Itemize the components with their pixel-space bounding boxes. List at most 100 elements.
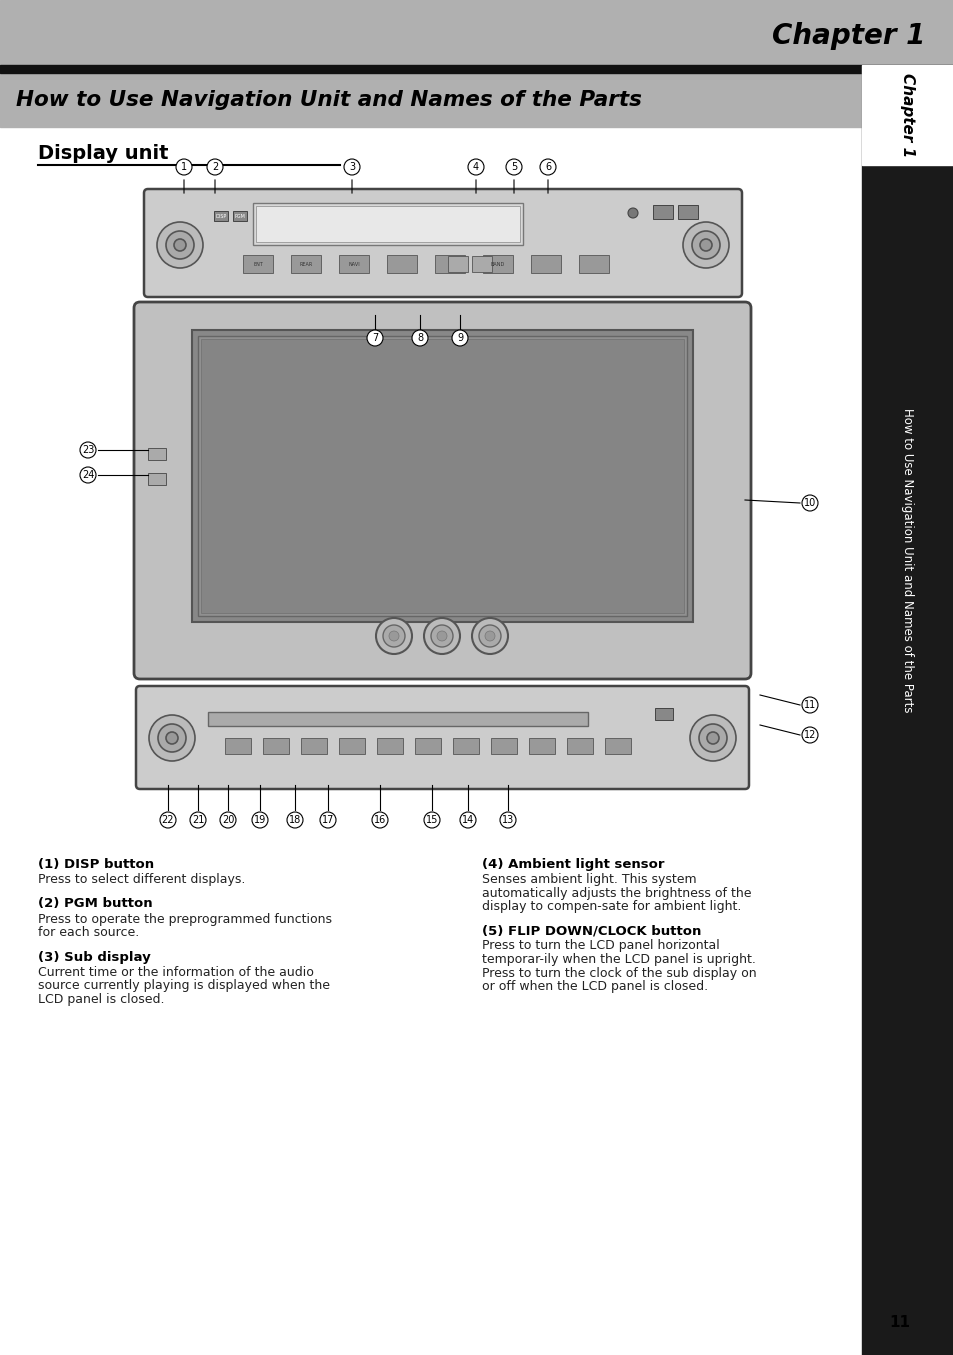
Circle shape [423, 812, 439, 828]
Text: 4: 4 [473, 163, 478, 172]
Text: (5) FLIP DOWN/CLOCK button: (5) FLIP DOWN/CLOCK button [481, 924, 700, 938]
Text: 1: 1 [181, 163, 187, 172]
Circle shape [499, 812, 516, 828]
Text: (1) DISP button: (1) DISP button [38, 858, 154, 871]
Bar [201, 339, 683, 612]
Text: source currently playing is displayed when the: source currently playing is displayed wh… [38, 980, 330, 992]
Text: or off when the LCD panel is closed.: or off when the LCD panel is closed. [481, 980, 707, 993]
Text: Press to operate the preprogrammed functions: Press to operate the preprogrammed funct… [38, 912, 332, 925]
Bar [448, 256, 468, 272]
Bar [376, 738, 402, 753]
Circle shape [700, 238, 711, 251]
Circle shape [801, 495, 817, 511]
Bar [678, 205, 698, 220]
Circle shape [389, 631, 398, 641]
Bar [387, 255, 416, 272]
Text: 23: 23 [82, 444, 94, 455]
Circle shape [484, 631, 495, 641]
Bar [338, 255, 369, 272]
FancyBboxPatch shape [144, 188, 741, 297]
Circle shape [691, 230, 720, 259]
FancyBboxPatch shape [136, 686, 748, 789]
Circle shape [682, 222, 728, 268]
Bar [338, 738, 365, 753]
Text: Senses ambient light. This system: Senses ambient light. This system [481, 873, 696, 886]
Circle shape [505, 159, 521, 175]
Text: 10: 10 [803, 499, 815, 508]
Bar [604, 738, 630, 753]
Circle shape [431, 625, 453, 646]
Text: (4) Ambient light sensor: (4) Ambient light sensor [481, 858, 664, 871]
Text: 5: 5 [511, 163, 517, 172]
Bar [862, 65, 953, 165]
Circle shape [166, 230, 193, 259]
Circle shape [160, 812, 175, 828]
Text: temporar-ily when the LCD panel is upright.: temporar-ily when the LCD panel is uprig… [481, 953, 755, 966]
Text: 16: 16 [374, 814, 386, 825]
Circle shape [375, 618, 412, 654]
Text: BAND: BAND [491, 262, 504, 267]
Bar [453, 738, 478, 753]
Bar [208, 711, 587, 726]
Circle shape [220, 812, 235, 828]
Bar [243, 255, 273, 272]
Bar [415, 738, 440, 753]
Circle shape [459, 812, 476, 828]
Circle shape [801, 696, 817, 713]
Text: How to Use Navigation Unit and Names of the Parts: How to Use Navigation Unit and Names of … [901, 408, 914, 713]
Text: 14: 14 [461, 814, 474, 825]
Text: ENT: ENT [253, 262, 263, 267]
Text: 12: 12 [803, 730, 816, 740]
Circle shape [689, 715, 735, 762]
Bar [0, 0, 953, 65]
Bar [531, 255, 560, 272]
Circle shape [157, 222, 203, 268]
Circle shape [166, 732, 178, 744]
Text: Display unit: Display unit [38, 144, 169, 163]
Circle shape [190, 812, 206, 828]
Text: LCD panel is closed.: LCD panel is closed. [38, 992, 164, 1005]
Bar [472, 256, 492, 272]
Text: 24: 24 [82, 470, 94, 480]
Text: Press to select different displays.: Press to select different displays. [38, 873, 245, 886]
Circle shape [706, 732, 719, 744]
Text: NAVI: NAVI [348, 262, 359, 267]
Bar [862, 65, 953, 1355]
Circle shape [423, 618, 459, 654]
Bar [225, 738, 251, 753]
Circle shape [472, 618, 507, 654]
Bar [652, 205, 672, 220]
Text: 20: 20 [222, 814, 233, 825]
Text: 13: 13 [501, 814, 514, 825]
Text: for each source.: for each source. [38, 925, 139, 939]
Circle shape [412, 331, 428, 346]
Circle shape [319, 812, 335, 828]
Text: PGM: PGM [234, 214, 245, 218]
Circle shape [539, 159, 556, 175]
Text: automatically adjusts the brightness of the: automatically adjusts the brightness of … [481, 886, 751, 900]
Text: (3) Sub display: (3) Sub display [38, 950, 151, 963]
Circle shape [287, 812, 303, 828]
Bar [578, 255, 608, 272]
Circle shape [436, 631, 447, 641]
Bar [213, 211, 228, 221]
Text: Current time or the information of the audio: Current time or the information of the a… [38, 966, 314, 978]
Text: Chapter 1: Chapter 1 [771, 22, 924, 50]
Circle shape [627, 209, 638, 218]
Circle shape [149, 715, 194, 762]
Text: Press to turn the LCD panel horizontal: Press to turn the LCD panel horizontal [481, 939, 719, 953]
Text: 21: 21 [192, 814, 204, 825]
Text: display to compen-sate for ambient light.: display to compen-sate for ambient light… [481, 900, 740, 913]
Bar [301, 738, 327, 753]
Circle shape [207, 159, 223, 175]
Text: 9: 9 [456, 333, 462, 343]
Text: 2: 2 [212, 163, 218, 172]
Bar [198, 336, 686, 617]
Bar [491, 738, 517, 753]
Circle shape [478, 625, 500, 646]
Text: 6: 6 [544, 163, 551, 172]
Bar [566, 738, 593, 753]
Text: 19: 19 [253, 814, 266, 825]
Bar [255, 206, 519, 243]
Text: 22: 22 [162, 814, 174, 825]
